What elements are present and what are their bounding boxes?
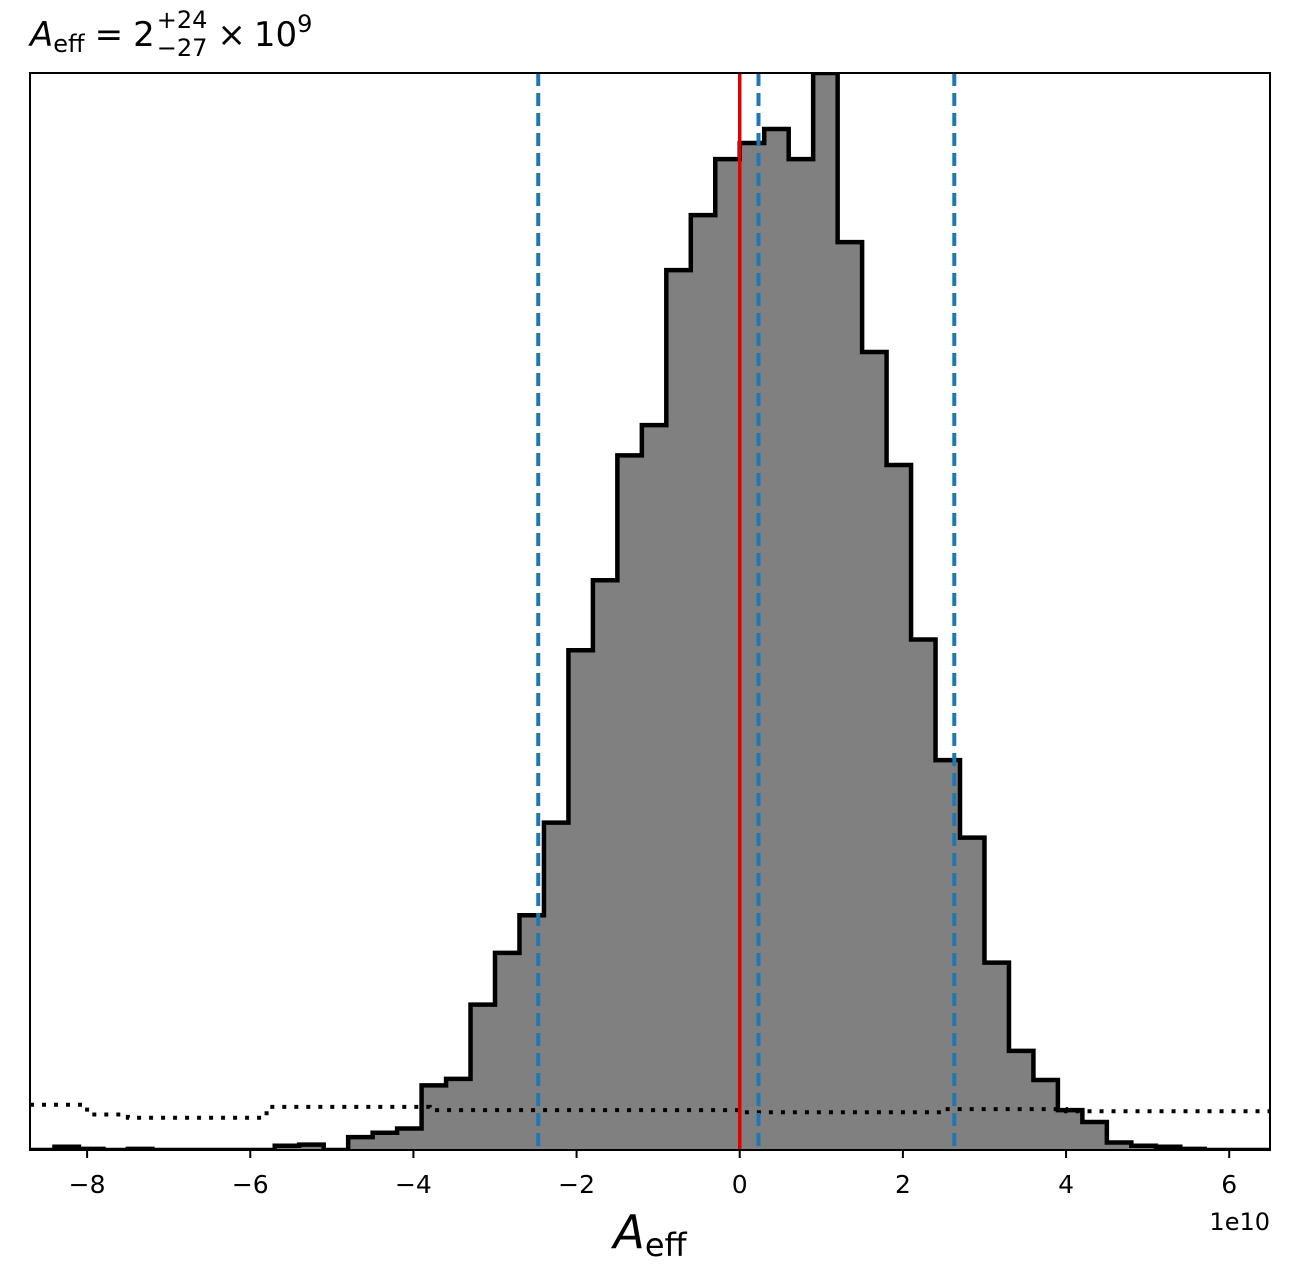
title-multiplier: × 109 — [217, 10, 312, 55]
hist-bar — [372, 1132, 398, 1150]
title-minus-error: −27 — [157, 34, 208, 62]
x-label-symbol: A — [610, 1205, 644, 1259]
hist-bar — [543, 822, 569, 1150]
title-power-base: 10 — [254, 15, 297, 55]
x-tick-label: −8 — [69, 1170, 106, 1199]
x-axis-label: Aeff — [610, 1205, 687, 1264]
hist-bar — [397, 1128, 423, 1150]
x-tick-label: −6 — [232, 1170, 269, 1199]
hist-bar — [421, 1085, 447, 1150]
x-tick-label: 6 — [1221, 1170, 1237, 1199]
hist-bar — [911, 639, 937, 1150]
axes-frame — [29, 72, 1271, 1151]
hist-bar — [519, 915, 545, 1150]
hist-bar — [666, 270, 692, 1150]
title-subscript: eff — [53, 30, 85, 58]
x-offset-label: 1e10 — [1209, 1208, 1270, 1236]
plot-area — [30, 73, 1270, 1150]
x-tick-label: −2 — [558, 1170, 595, 1199]
title-plus-error: +24 — [157, 6, 208, 34]
hist-bar — [592, 580, 618, 1150]
title-base: 2 — [133, 15, 155, 55]
x-tick-label: −4 — [395, 1170, 432, 1199]
hist-bar — [641, 425, 667, 1150]
hist-outline — [30, 73, 1270, 1150]
x-tick-label: 0 — [732, 1170, 748, 1199]
hist-bar — [1008, 1050, 1034, 1150]
hist-bar — [813, 73, 839, 1150]
hist-bar — [960, 837, 985, 1150]
hist-bar — [837, 242, 863, 1150]
hist-bar — [1082, 1121, 1108, 1150]
hist-bar — [862, 351, 888, 1150]
hist-bar — [788, 159, 814, 1150]
hist-bar — [984, 962, 1010, 1150]
chart-title: Aeff = 2 — [28, 15, 155, 58]
hist-bar — [446, 1078, 472, 1150]
x-ticks: −8 −6 −4 −2 0 2 4 6 — [69, 1150, 1237, 1199]
title-equals: = — [95, 15, 124, 55]
hist-bar — [1106, 1142, 1132, 1150]
hist-bar — [617, 455, 643, 1150]
title-symbol: A — [28, 15, 53, 55]
hist-bar — [348, 1137, 374, 1150]
hist-bar — [568, 650, 594, 1150]
hist-bar — [935, 760, 961, 1150]
hist-bar — [715, 159, 741, 1150]
title-times: × — [217, 15, 246, 55]
hist-bar — [739, 143, 765, 1150]
prior-dotted-line — [30, 1102, 1270, 1120]
hist-bar — [886, 465, 912, 1150]
hist-bar — [495, 952, 520, 1150]
hist-bar — [470, 1004, 496, 1150]
hist-bar — [1033, 1079, 1059, 1150]
hist-bar — [1057, 1110, 1083, 1150]
hist-bar — [299, 1144, 325, 1150]
title-power-exp: 9 — [297, 10, 312, 38]
x-tick-label: 2 — [895, 1170, 911, 1199]
x-tick-label: 4 — [1058, 1170, 1074, 1199]
x-label-subscript: eff — [645, 1226, 688, 1264]
hist-bar — [764, 129, 790, 1150]
hist-bar — [690, 215, 716, 1150]
